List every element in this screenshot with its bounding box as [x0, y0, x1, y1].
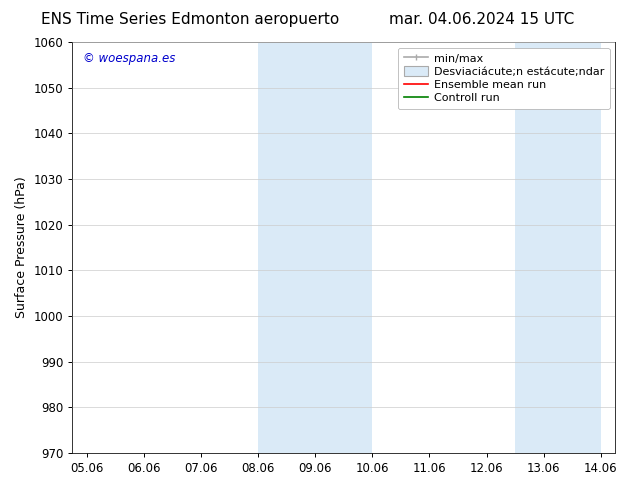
- Text: ENS Time Series Edmonton aeropuerto: ENS Time Series Edmonton aeropuerto: [41, 12, 339, 27]
- Y-axis label: Surface Pressure (hPa): Surface Pressure (hPa): [15, 176, 28, 318]
- Bar: [258, 42, 372, 453]
- Text: © woespana.es: © woespana.es: [83, 52, 176, 65]
- Text: mar. 04.06.2024 15 UTC: mar. 04.06.2024 15 UTC: [389, 12, 574, 27]
- Legend: min/max, Desviaciácute;n estácute;ndar, Ensemble mean run, Controll run: min/max, Desviaciácute;n estácute;ndar, …: [398, 48, 609, 109]
- Bar: [515, 42, 601, 453]
